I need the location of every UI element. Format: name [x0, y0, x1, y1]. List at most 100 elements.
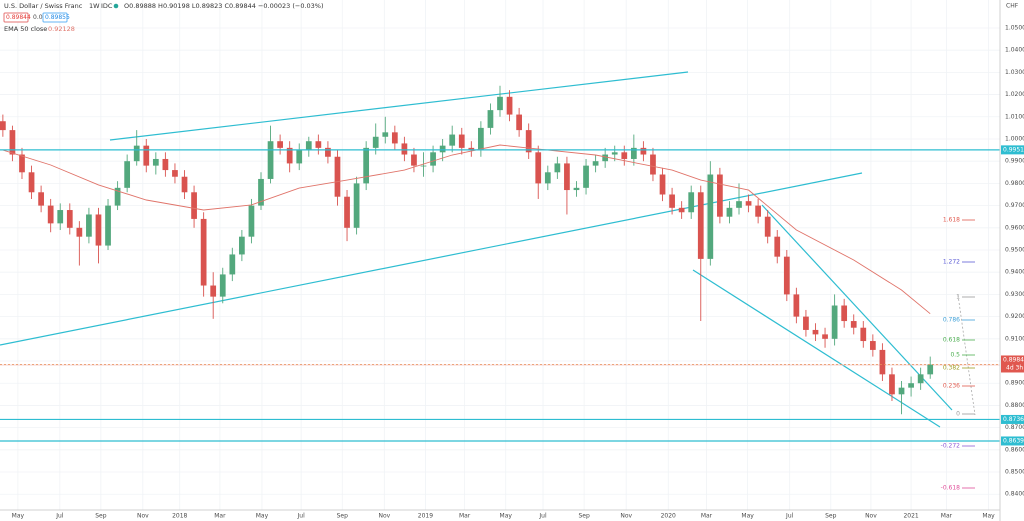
candle-body [669, 194, 675, 208]
candle-body [516, 114, 522, 131]
y-tick-label: 0.93000 [1005, 291, 1024, 298]
price-labels: 0.84000 0.85000 0.86000 0.87000 0.88000 0.890… [1001, 24, 1024, 498]
ask-box [42, 12, 68, 23]
candle-body [535, 152, 542, 184]
fib-label: 0.236 [943, 383, 960, 390]
candle-body [239, 236, 245, 255]
candle-body [200, 218, 207, 286]
candle-body [554, 163, 561, 173]
candle-body [841, 305, 848, 322]
candle-body [850, 321, 857, 328]
x-tick-label: Sep [578, 513, 590, 520]
indicator-value: 0.92128 [48, 25, 75, 33]
y-tick-label: 0.97000 [1005, 202, 1024, 209]
candle-body [47, 205, 54, 224]
candle-body [105, 205, 111, 246]
y-tick-label: 0.89000 [1005, 380, 1024, 387]
candle-body [879, 349, 886, 375]
source: IDC [101, 2, 113, 10]
candle-body [831, 305, 838, 339]
x-tick-label: Mar [941, 513, 953, 520]
candle-body [219, 274, 226, 297]
y-tick-label: 0.86000 [1005, 446, 1024, 453]
candle-body [95, 214, 102, 246]
header: U.S. Dollar / Swiss Franc 1W IDC O0.8988… [3, 2, 1019, 33]
candle-body [420, 165, 427, 167]
wedge-line [692, 269, 941, 428]
level-label: 0.86399 [1003, 437, 1024, 444]
fib-label: 0 [956, 411, 960, 418]
candle-body [382, 132, 389, 137]
fib-label: 1.618 [943, 217, 960, 224]
candle-body [927, 364, 934, 375]
last-price-label: 0.89844 [1003, 356, 1024, 363]
candle-body [478, 127, 484, 151]
y-tick-label: 0.87000 [1005, 424, 1024, 431]
candle-body [57, 210, 64, 224]
x-tick-label: 2020 [661, 513, 676, 520]
candle-body [363, 147, 370, 184]
candle-body [372, 136, 379, 148]
fib-label: 0.618 [943, 337, 960, 344]
candle-body [898, 387, 905, 395]
y-tick-label: 1.05000 [1005, 24, 1024, 31]
candle-body [114, 187, 121, 206]
y-tick-label: 1.01000 [1005, 113, 1024, 120]
candle-body [0, 121, 6, 131]
candle-body [803, 316, 809, 330]
level-label: 0.87368 [1003, 416, 1024, 423]
candle-body [229, 254, 236, 275]
candle-body [458, 134, 465, 148]
candle-body [152, 158, 159, 166]
candle-body [793, 294, 800, 317]
candle-body [286, 147, 293, 164]
indicator-name: EMA 50 close [4, 25, 47, 33]
candle-body [133, 145, 140, 162]
fib-label: 0.5 [950, 352, 960, 359]
bid: 0.89844 [6, 14, 31, 21]
candle-body [640, 147, 647, 155]
candle-body [583, 165, 589, 188]
y-tick-label: 0.99000 [1005, 158, 1024, 165]
candle-body [889, 374, 895, 395]
candle-body [439, 145, 446, 153]
candle-body [908, 383, 914, 388]
candle-body [248, 205, 255, 237]
currency: CHF [1006, 3, 1019, 10]
fib-label: -0.272 [941, 443, 961, 450]
level-box [1001, 145, 1024, 155]
x-tick-label: May [12, 513, 25, 520]
x-tick-label: Sep [95, 513, 107, 520]
y-tick-label: 0.84000 [1005, 491, 1024, 498]
y-tick-label: 1.04000 [1005, 47, 1024, 54]
x-tick-label: May [982, 513, 995, 520]
x-tick-label: Mar [459, 513, 471, 520]
candle-body [774, 236, 781, 257]
candle-body [191, 192, 197, 219]
x-tick-label: Jul [297, 513, 306, 520]
ohlc: O0.89888 H0.90198 L0.89823 C0.89844 −0.0… [124, 2, 324, 10]
candle-body [305, 141, 312, 151]
candle-body [783, 256, 790, 295]
candle-body [449, 134, 456, 146]
candle-body [726, 207, 733, 217]
x-tick-label: Nov [137, 513, 149, 520]
y-tick-label: 0.92000 [1005, 313, 1024, 320]
candle-body [812, 329, 819, 335]
y-tick-label: 1.03000 [1005, 69, 1024, 76]
candle-body [611, 152, 618, 155]
level-box [1001, 436, 1024, 446]
x-tick-label: Mar [214, 513, 226, 520]
channel-line [109, 71, 689, 141]
candle-body [688, 192, 695, 213]
candle-body [86, 214, 92, 237]
candle-body [602, 154, 609, 162]
candle-body [717, 174, 723, 217]
candle-body [143, 145, 150, 166]
candle-body [76, 227, 83, 237]
candle-body [869, 341, 876, 350]
bid-box [3, 12, 29, 23]
candle-body [258, 178, 264, 206]
x-tick-label: Jul [785, 513, 794, 520]
